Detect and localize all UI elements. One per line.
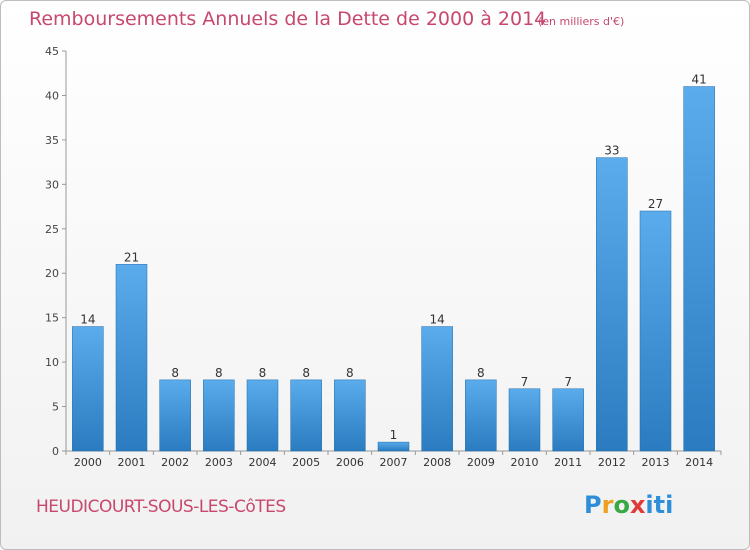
bar-value-label: 7 bbox=[521, 375, 529, 389]
bar-2008 bbox=[421, 326, 453, 452]
bar-value-label: 8 bbox=[346, 366, 354, 380]
x-tick-label: 2014 bbox=[685, 456, 713, 469]
bar-2002 bbox=[159, 379, 191, 452]
bar-value-label: 21 bbox=[124, 250, 139, 264]
bar-2000 bbox=[72, 326, 104, 452]
bar-value-label: 8 bbox=[259, 366, 267, 380]
commune-name: HEUDICOURT-SOUS-LES-CôTES bbox=[36, 497, 286, 517]
bar-value-label: 41 bbox=[692, 73, 707, 87]
y-tick-label: 45 bbox=[45, 45, 59, 58]
bar-value-label: 27 bbox=[648, 197, 663, 211]
x-tick-label: 2011 bbox=[554, 456, 582, 469]
bar-2006 bbox=[334, 379, 366, 452]
bar-2014 bbox=[683, 86, 715, 452]
bar-2005 bbox=[290, 379, 322, 452]
x-tick-label: 2009 bbox=[467, 456, 495, 469]
chart-title: Remboursements Annuels de la Dette de 20… bbox=[29, 8, 547, 30]
bar-2003 bbox=[203, 379, 235, 452]
x-tick-label: 2013 bbox=[642, 456, 670, 469]
y-tick-label: 10 bbox=[45, 356, 59, 369]
y-tick-label: 15 bbox=[45, 312, 59, 325]
y-tick-label: 30 bbox=[45, 178, 59, 191]
bar-2004 bbox=[246, 379, 279, 452]
x-tick-label: 2010 bbox=[511, 456, 539, 469]
chart-unit: (en milliers d'€) bbox=[538, 15, 625, 28]
bar-value-label: 14 bbox=[430, 313, 445, 327]
x-tick-label: 2000 bbox=[74, 456, 102, 469]
y-tick-label: 0 bbox=[52, 445, 59, 458]
y-tick-label: 25 bbox=[45, 223, 59, 236]
bar-2009 bbox=[465, 379, 497, 452]
x-tick-label: 2006 bbox=[336, 456, 364, 469]
bar-value-label: 7 bbox=[564, 375, 572, 389]
bar-value-label: 14 bbox=[80, 313, 95, 327]
x-tick-label: 2001 bbox=[118, 456, 146, 469]
x-tick-label: 2003 bbox=[205, 456, 233, 469]
bar-value-label: 8 bbox=[215, 366, 223, 380]
x-tick-label: 2007 bbox=[380, 456, 408, 469]
x-tick-label: 2005 bbox=[292, 456, 320, 469]
proxiti-logo: Proxiti bbox=[584, 491, 674, 519]
x-tick-label: 2002 bbox=[161, 456, 189, 469]
bar-2007 bbox=[377, 441, 410, 452]
bar-2011 bbox=[552, 388, 584, 452]
bar-2001 bbox=[115, 264, 148, 452]
bar-2012 bbox=[596, 157, 628, 452]
y-tick-label: 40 bbox=[45, 89, 59, 102]
y-tick-label: 5 bbox=[52, 401, 59, 414]
x-tick-label: 2004 bbox=[249, 456, 277, 469]
bar-2010 bbox=[508, 388, 541, 452]
bar-value-label: 8 bbox=[477, 366, 485, 380]
bar-value-label: 8 bbox=[302, 366, 310, 380]
bar-value-label: 1 bbox=[390, 428, 398, 442]
y-tick-label: 20 bbox=[45, 267, 59, 280]
bar-2013 bbox=[639, 210, 672, 452]
x-tick-label: 2012 bbox=[598, 456, 626, 469]
bar-value-label: 8 bbox=[171, 366, 179, 380]
x-tick-label: 2008 bbox=[423, 456, 451, 469]
bar-value-label: 33 bbox=[604, 144, 619, 158]
y-tick-label: 35 bbox=[45, 134, 59, 147]
